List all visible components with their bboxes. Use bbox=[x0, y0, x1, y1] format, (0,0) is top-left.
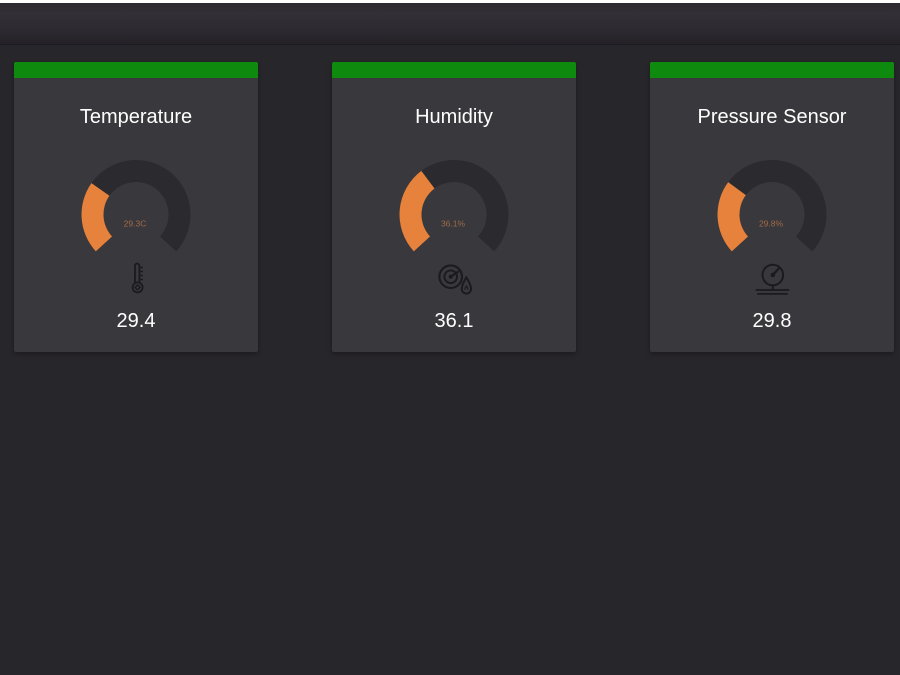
svg-text:36.1%: 36.1% bbox=[441, 219, 466, 229]
svg-text:29.8%: 29.8% bbox=[759, 219, 784, 229]
svg-text:29.3C: 29.3C bbox=[124, 219, 147, 229]
